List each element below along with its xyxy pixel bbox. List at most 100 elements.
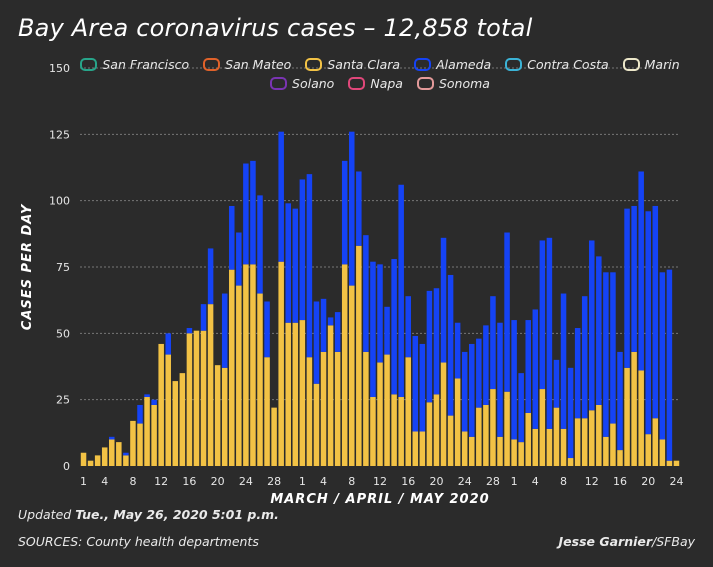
bar-santa-clara	[377, 362, 383, 466]
bar-alameda	[123, 452, 129, 456]
bar-alameda	[186, 328, 193, 334]
bar-alameda	[229, 205, 235, 270]
bar-alameda	[278, 131, 284, 262]
legend-item[interactable]: Alameda	[414, 56, 491, 73]
bar-santa-clara	[490, 389, 496, 466]
sources-note: SOURCES: County health departments	[18, 534, 259, 549]
y-tick-label: 100	[49, 195, 70, 208]
bar-alameda	[144, 394, 150, 398]
bar-santa-clara	[447, 415, 454, 466]
legend-item[interactable]: Sonoma	[416, 75, 490, 92]
bar-alameda	[151, 399, 157, 405]
bar-santa-clara	[229, 269, 235, 466]
bar-alameda	[327, 317, 334, 326]
bar-alameda	[454, 322, 461, 379]
bar-alameda	[109, 436, 115, 440]
legend-swatch	[270, 77, 288, 90]
bar-alameda	[426, 290, 433, 403]
bar-alameda	[525, 320, 531, 413]
legend-item[interactable]: Marin	[622, 56, 680, 73]
bar-alameda	[165, 333, 171, 355]
bar-alameda	[370, 261, 376, 398]
bar-alameda	[313, 301, 320, 384]
credit-author: Jesse Garnier	[558, 534, 653, 549]
legend-swatch	[414, 58, 432, 71]
bar-santa-clara	[469, 436, 475, 466]
bar-alameda	[610, 272, 616, 424]
legend-label: Solano	[292, 76, 335, 91]
bar-alameda	[659, 272, 666, 440]
bar-alameda	[497, 322, 503, 437]
bar-santa-clara	[207, 304, 214, 466]
x-tick-label: 20	[429, 475, 443, 488]
bar-santa-clara	[405, 357, 411, 466]
legend-swatch	[203, 58, 221, 71]
bar-alameda	[666, 269, 673, 461]
bar-alameda	[306, 174, 313, 358]
bar-santa-clara	[172, 381, 179, 466]
bar-alameda	[589, 240, 595, 411]
bar-santa-clara	[546, 428, 553, 466]
legend-item[interactable]: San Mateo	[203, 56, 291, 73]
bar-santa-clara	[370, 397, 376, 466]
credit: Jesse Garnier/SFBay	[559, 534, 696, 549]
y-tick-label: 50	[56, 327, 70, 340]
bar-alameda	[320, 298, 327, 352]
bar-santa-clara	[349, 285, 355, 466]
bar-santa-clara	[553, 407, 560, 466]
legend-label: Contra Costa	[527, 57, 609, 72]
y-tick-label: 0	[63, 460, 70, 473]
bar-santa-clara	[610, 423, 616, 466]
x-tick-label: 1	[80, 475, 87, 488]
bar-alameda	[483, 325, 489, 405]
bar-alameda	[391, 259, 397, 395]
bar-santa-clara	[638, 370, 644, 466]
bar-santa-clara	[116, 442, 122, 466]
bar-santa-clara	[158, 343, 164, 466]
x-tick-label: 24	[239, 475, 253, 488]
bar-santa-clara	[454, 378, 461, 466]
legend-item[interactable]: San Francisco	[80, 56, 189, 73]
bar-alameda	[285, 203, 291, 323]
x-tick-label: 1	[299, 475, 306, 488]
x-tick-label: 16	[182, 475, 196, 488]
bar-santa-clara	[130, 420, 136, 466]
bar-santa-clara	[243, 264, 249, 466]
bar-alameda	[221, 293, 228, 368]
bar-santa-clara	[567, 458, 574, 466]
legend-swatch	[80, 58, 98, 71]
legend-item[interactable]: Solano	[270, 75, 334, 92]
bar-santa-clara	[292, 322, 299, 466]
bar-santa-clara	[539, 389, 546, 466]
bar-santa-clara	[673, 460, 680, 466]
bar-alameda	[349, 131, 355, 286]
bar-santa-clara	[574, 418, 581, 466]
bar-santa-clara	[356, 245, 362, 466]
bar-alameda	[574, 328, 581, 419]
bar-santa-clara	[221, 367, 228, 466]
bar-alameda	[137, 404, 143, 424]
bar-santa-clara	[504, 391, 510, 466]
x-tick-label: 4	[101, 475, 108, 488]
bar-alameda	[412, 335, 419, 432]
legend-item[interactable]: Napa	[348, 75, 403, 92]
bar-alameda	[384, 306, 390, 355]
bar-alameda	[596, 256, 602, 405]
bar-alameda	[469, 343, 475, 437]
bar-alameda	[504, 232, 510, 392]
bar-santa-clara	[581, 418, 588, 466]
bar-alameda	[603, 272, 609, 437]
bar-santa-clara	[363, 351, 369, 466]
bar-alameda	[490, 296, 496, 390]
bar-santa-clara	[123, 455, 129, 466]
x-tick-label: 28	[267, 475, 281, 488]
bar-santa-clara	[652, 418, 659, 466]
x-tick-label: 16	[613, 475, 627, 488]
x-tick-label: 24	[669, 475, 683, 488]
legend-label: Sonoma	[438, 76, 490, 91]
bar-santa-clara	[165, 354, 171, 466]
legend-item[interactable]: Contra Costa	[505, 56, 609, 73]
legend-item[interactable]: Santa Clara	[305, 56, 400, 73]
